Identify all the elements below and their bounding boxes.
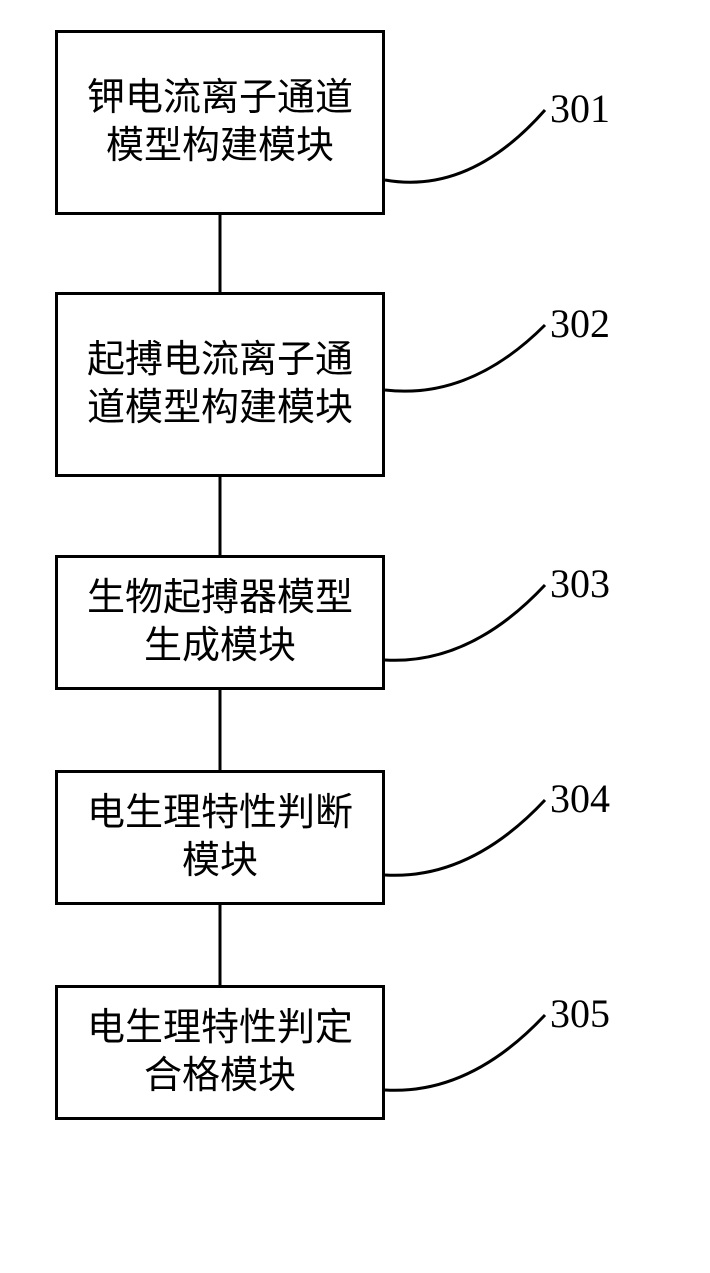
ref-label-301: 301 (550, 85, 610, 132)
node-pacemaker-channel-module: 起搏电流离子通道模型构建模块 (55, 292, 385, 477)
leader-line (385, 325, 545, 391)
node-biopacemaker-generate-module: 生物起搏器模型生成模块 (55, 555, 385, 690)
ref-label-302: 302 (550, 300, 610, 347)
node-label: 电生理特性判定合格模块 (70, 1005, 370, 1100)
ref-label-305: 305 (550, 990, 610, 1037)
node-label: 生物起搏器模型生成模块 (70, 575, 370, 670)
node-electrophys-pass-module: 电生理特性判定合格模块 (55, 985, 385, 1120)
leader-line (385, 800, 545, 875)
ref-label-304: 304 (550, 775, 610, 822)
ref-label-303: 303 (550, 560, 610, 607)
flowchart-canvas: 钾电流离子通道模型构建模块 起搏电流离子通道模型构建模块 生物起搏器模型生成模块… (0, 0, 710, 1273)
leader-line (385, 110, 545, 182)
node-label: 电生理特性判断模块 (70, 790, 370, 885)
node-electrophys-judge-module: 电生理特性判断模块 (55, 770, 385, 905)
node-label: 钾电流离子通道模型构建模块 (70, 75, 370, 170)
node-label: 起搏电流离子通道模型构建模块 (70, 337, 370, 432)
leader-line (385, 1015, 545, 1090)
leader-line (385, 585, 545, 660)
node-potassium-channel-module: 钾电流离子通道模型构建模块 (55, 30, 385, 215)
